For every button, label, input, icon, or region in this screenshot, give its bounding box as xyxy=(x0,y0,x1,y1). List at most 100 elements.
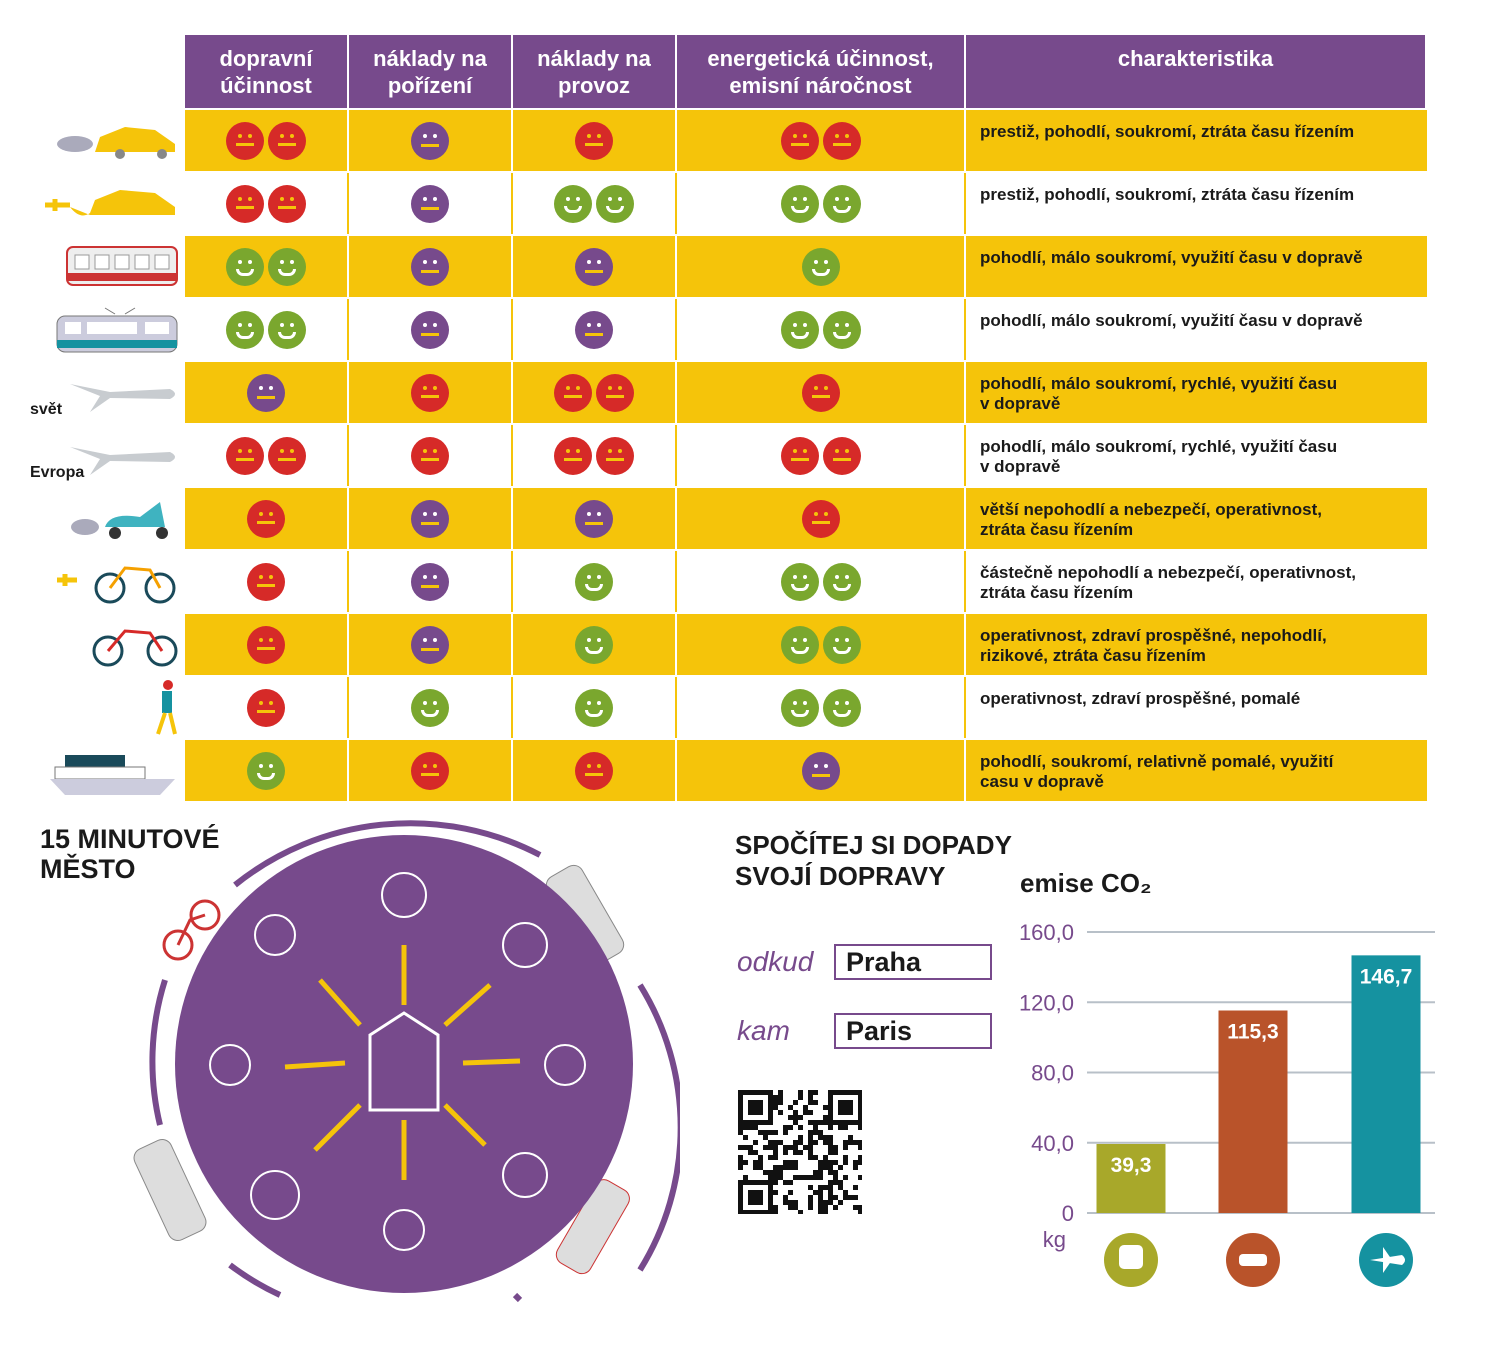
happy-face-icon xyxy=(268,310,306,349)
sad-face-icon xyxy=(268,121,306,160)
home-icon xyxy=(368,1011,440,1112)
car-glyph xyxy=(1239,1254,1267,1266)
happy-face-icon xyxy=(575,625,613,664)
neutral-face-icon xyxy=(411,184,449,223)
sad-face-icon xyxy=(780,436,819,475)
table-row: operativnost, zdraví prospěšné, pomalé xyxy=(185,675,1427,738)
happy-face-icon xyxy=(822,562,861,601)
sad-face-icon xyxy=(575,751,613,790)
transport-comparison-table: dopravní účinnost náklady na pořízení ná… xyxy=(185,35,1427,801)
sad-face-icon xyxy=(780,121,819,160)
train-glyph xyxy=(1119,1245,1143,1269)
rating-cell xyxy=(677,551,966,612)
rating-cell xyxy=(513,362,677,423)
characteristics-text: prestiž, pohodlí, soukromí, ztráta času … xyxy=(980,185,1355,204)
rating-cell xyxy=(513,299,677,360)
characteristics-text: operativnost, zdraví prospěšné, pomalé xyxy=(980,689,1301,708)
happy-face-icon xyxy=(780,310,819,349)
rating-cell xyxy=(185,425,349,486)
train-icon xyxy=(20,236,180,299)
rating-cell xyxy=(349,488,513,549)
happy-face-icon xyxy=(822,184,861,223)
happy-face-icon xyxy=(226,310,264,349)
sad-face-icon xyxy=(226,121,264,160)
rating-cell xyxy=(349,677,513,738)
happy-face-icon xyxy=(575,688,613,727)
bike-icon xyxy=(162,899,221,961)
happy-face-icon xyxy=(596,184,634,223)
neutral-face-icon xyxy=(411,247,449,286)
y-tick-label: 120,0 xyxy=(1019,990,1074,1015)
sad-face-icon xyxy=(247,562,285,601)
table-row: pohodlí, málo soukromí, rychlé, využití … xyxy=(185,360,1427,423)
table-row: pohodlí, málo soukromí, využití času v d… xyxy=(185,234,1427,297)
sad-face-icon xyxy=(554,436,592,475)
header-purchase-cost: náklady na pořízení xyxy=(349,35,513,108)
sad-face-icon xyxy=(822,436,861,475)
happy-face-icon xyxy=(554,184,592,223)
rating-cell xyxy=(677,236,966,297)
characteristics-text: prestiž, pohodlí, soukromí, ztráta času … xyxy=(980,122,1355,141)
sad-face-icon xyxy=(575,121,613,160)
sad-face-icon xyxy=(411,373,449,412)
sad-face-icon xyxy=(247,499,285,538)
rating-cell xyxy=(677,110,966,171)
rating-cell xyxy=(513,614,677,675)
to-input[interactable]: Paris xyxy=(834,1013,992,1049)
rating-cell xyxy=(185,236,349,297)
neutral-face-icon xyxy=(411,625,449,664)
happy-face-icon xyxy=(801,247,840,286)
sad-face-icon xyxy=(554,373,592,412)
rating-cell xyxy=(513,110,677,171)
sad-face-icon xyxy=(801,499,840,538)
characteristics-text: větší nepohodlí a nebezpečí, operativnos… xyxy=(980,500,1322,539)
sad-face-icon xyxy=(411,436,449,475)
sad-face-icon xyxy=(596,373,634,412)
tram-icon xyxy=(555,1179,630,1275)
ship-icon xyxy=(20,740,180,803)
neutral-face-icon xyxy=(247,373,285,412)
transport-mode-icons: svět Evropa xyxy=(20,110,180,803)
characteristics-text: pohodlí, málo soukromí, využití času v d… xyxy=(980,248,1363,267)
bike-icon xyxy=(20,614,180,677)
sad-face-icon xyxy=(226,436,264,475)
sad-face-icon xyxy=(268,184,306,223)
from-label: odkud xyxy=(737,946,814,977)
table-row: prestiž, pohodlí, soukromí, ztráta času … xyxy=(185,171,1427,234)
happy-face-icon xyxy=(780,562,819,601)
rating-cell xyxy=(185,740,349,801)
qr-code[interactable] xyxy=(738,1090,862,1214)
header-transport-efficiency: dopravní účinnost xyxy=(185,35,349,108)
rating-cell xyxy=(185,551,349,612)
rating-cell xyxy=(513,236,677,297)
rating-cell xyxy=(349,740,513,801)
scooter-icon xyxy=(20,488,180,551)
sad-face-icon xyxy=(822,121,861,160)
electric-bike-icon xyxy=(20,551,180,614)
rating-cell xyxy=(513,173,677,234)
table-header: dopravní účinnost náklady na pořízení ná… xyxy=(185,35,1427,108)
plane-icon: svět xyxy=(20,362,180,425)
mode-label: Evropa xyxy=(30,464,85,481)
rating-cell xyxy=(349,299,513,360)
neutral-face-icon xyxy=(411,121,449,160)
rating-cell xyxy=(677,488,966,549)
rating-cell xyxy=(349,551,513,612)
rating-cell xyxy=(349,425,513,486)
rating-cell xyxy=(349,614,513,675)
car-icon xyxy=(20,110,180,173)
table-row: pohodlí, málo soukromí, rychlé, využití … xyxy=(185,423,1427,486)
rating-cell xyxy=(185,299,349,360)
bar-value-label: 115,3 xyxy=(1227,1021,1278,1044)
neutral-face-icon xyxy=(801,751,840,790)
tram-icon xyxy=(20,299,180,362)
rating-cell xyxy=(677,677,966,738)
from-input[interactable]: Praha xyxy=(834,944,992,980)
characteristics-text: pohodlí, málo soukromí, rychlé, využití … xyxy=(980,374,1338,413)
plane-glyph xyxy=(1370,1247,1405,1273)
to-label: kam xyxy=(737,1015,790,1046)
characteristics-text: pohodlí, málo soukromí, využití času v d… xyxy=(980,311,1363,330)
neutral-face-icon xyxy=(575,247,613,286)
rating-cell xyxy=(677,740,966,801)
rating-cell xyxy=(349,110,513,171)
